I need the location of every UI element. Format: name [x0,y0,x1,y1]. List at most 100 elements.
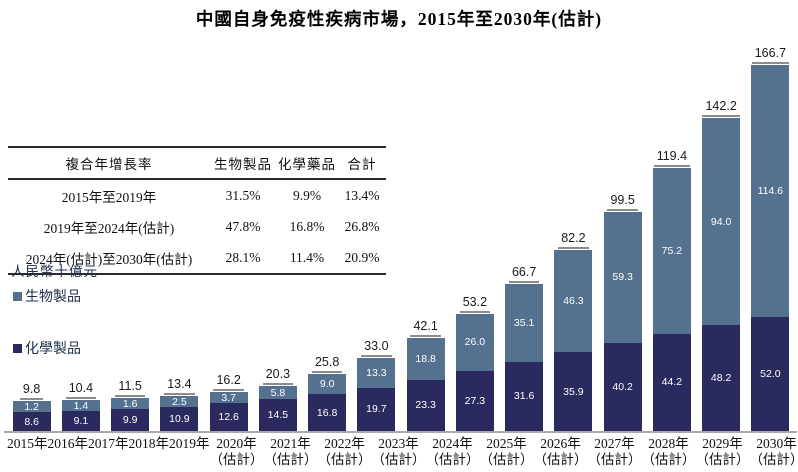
legend-item-chemical: 化學製品 [13,338,81,358]
stacked-bar: 1.4 9.1 [61,400,100,431]
chem-segment: 44.2 [652,333,691,431]
total-value-label: 166.7 [751,46,790,64]
stacked-bar: 46.3 35.9 [554,250,593,431]
bio-segment: 1.2 [12,401,51,413]
stacked-bar: 114.6 52.0 [751,64,790,431]
legend-item-biologics: 生物製品 [13,286,81,306]
bar-column: 11.5 1.6 9.9 [106,379,155,431]
x-axis-label: 2023年 （估計） [371,436,426,467]
x-axis-labels: 2015年 2016年 2017年 2018年 2019年 2020年 （估計） 2021年（… [7,436,798,468]
bio-value-label: 114.6 [757,184,784,197]
bio-value-label: 2.5 [172,396,187,407]
bar-column: 53.2 26.0 27.3 [450,295,499,431]
total-value-label: 16.2 [213,373,244,392]
chem-value-label: 12.6 [218,411,239,424]
bar-column: 42.1 18.8 23.3 [401,319,450,431]
chem-value-label: 40.2 [612,380,633,393]
page-title: 中國自身免疫性疾病市場，2015年至2030年(估計) [195,9,603,29]
bio-value-label: 3.7 [221,392,236,404]
bio-segment: 13.3 [357,358,396,388]
stacked-bar: 75.2 44.2 [652,168,691,431]
bar-column: 10.4 1.4 9.1 [56,381,105,431]
stacked-bar: 59.3 40.2 [603,212,642,431]
x-axis-label: 2020年 （估計） [209,436,264,467]
bio-value-label: 5.8 [270,386,286,399]
total-value-label: 10.4 [65,381,97,399]
chem-segment: 9.1 [61,411,100,431]
x-axis-label: 2028年 （估計） [641,436,696,467]
chem-segment: 48.2 [702,325,741,431]
x-axis-label: 2022年 （估計） [317,436,372,467]
bar-column: 33.0 13.3 19.7 [352,339,401,431]
stacked-bar: 3.7 12.6 [209,392,248,431]
stacked-bar: 5.8 14.5 [258,386,297,431]
stacked-bar: 1.6 9.9 [111,398,150,431]
x-axis-label: 2025年 （估計） [479,436,534,467]
legend-swatch [13,291,22,301]
period-label: 2015年至2019年 [61,190,157,205]
header-biologics: 生物製品 [210,147,276,180]
x-axis-label: 2026年 （估計） [533,436,588,467]
bio-cagr-value: 31.5% [225,188,261,203]
total-value-label: 42.1 [410,319,441,338]
chem-value-label: 27.3 [464,394,486,407]
total-value-label: 53.2 [459,295,491,313]
bar-column: 13.4 2.5 10.9 [155,377,204,431]
chem-value-label: 44.2 [661,376,683,389]
total-value-label: 20.3 [262,367,294,386]
bio-value-label: 1.4 [73,400,89,411]
bio-segment: 5.8 [258,386,297,400]
chem-segment: 14.5 [258,399,297,431]
total-value-label: 119.4 [653,149,691,168]
table-row: 2024年(估計)至2030年(估計) 28.1% 11.4% 20.9% [8,242,386,274]
header-cagr: 複合年增長率 [8,147,210,180]
chem-value-label: 31.6 [513,390,535,403]
chem-value-label: 52.0 [760,367,781,380]
unit-label: 人民幣十億元 [11,264,98,279]
x-axis-label: 2030年（估計） [749,436,798,467]
period-label: 2024年(估計)至2030年(估計) [25,252,193,267]
bio-segment: 46.3 [554,250,593,352]
bio-value-label: 18.8 [415,353,436,365]
total-value-label: 82.2 [558,231,589,250]
bio-value-label: 75.2 [661,245,683,258]
chem-cagr-value: 9.9% [292,188,322,203]
chem-value-label: 9.9 [122,414,138,427]
chem-segment: 31.6 [505,361,544,431]
chem-value-label: 14.5 [267,409,289,422]
x-axis-label: 2029年 （估計） [695,436,750,467]
total-cagr-value: 20.9% [344,250,380,265]
x-axis-label: 2027年 （估計） [587,436,642,467]
x-axis-label: 2024年 （估計） [425,436,480,467]
bar-column: 166.7 114.6 52.0 [746,46,795,431]
bio-segment: 26.0 [455,313,494,371]
chem-segment: 9.9 [111,409,150,431]
bar-column: 20.3 5.8 14.5 [253,367,302,431]
legend-label: 化學製品 [25,342,81,357]
bio-segment: 94.0 [702,118,741,325]
x-axis-line [4,431,797,433]
x-axis-label: 2018年 [128,436,170,451]
header-chemical-drugs: 化學藥品 [276,147,338,180]
bio-segment: 35.1 [505,284,544,362]
x-axis-label: 2015年 [7,436,48,451]
total-cagr-value: 13.4% [344,188,380,203]
legend-swatch [13,343,22,353]
chem-segment: 52.0 [751,316,790,431]
total-value-label: 9.8 [19,382,44,401]
bio-value-label: 26.0 [464,336,486,349]
bio-value-label: 1.6 [122,398,138,410]
chem-value-label: 16.8 [316,406,338,419]
chem-segment: 8.6 [12,412,51,431]
bio-cagr-value: 47.8% [225,219,261,234]
stacked-bar: 2.5 10.9 [160,396,199,431]
bio-segment: 9.0 [308,374,347,394]
chem-segment: 40.2 [603,342,642,431]
table-header-row: 複合年增長率 生物製品 化學藥品 合計 [8,147,386,180]
chem-value-label: 23.3 [415,399,436,412]
bar-column: 9.8 1.2 8.6 [7,382,56,431]
chem-segment: 16.8 [308,394,347,431]
bio-value-label: 46.3 [563,295,584,308]
total-cagr-value: 26.8% [344,219,380,234]
